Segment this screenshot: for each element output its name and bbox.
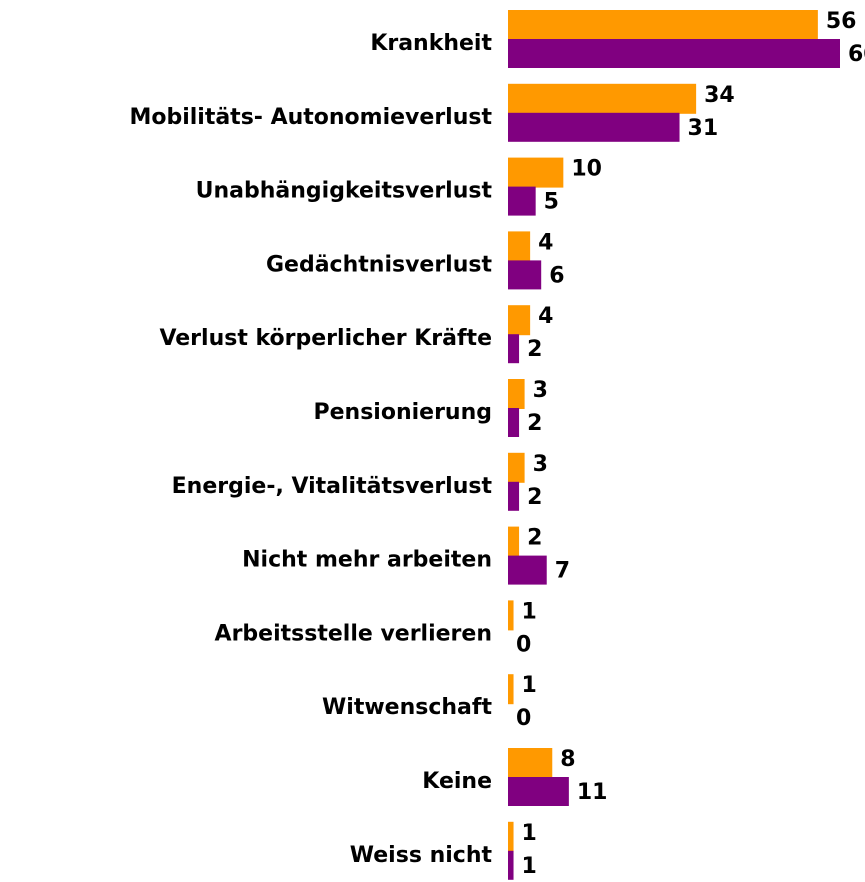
bar xyxy=(508,10,818,40)
value-label: 2 xyxy=(527,526,542,551)
value-label: 10 xyxy=(571,157,602,182)
category-label: Nicht mehr arbeiten xyxy=(242,548,492,573)
value-label: 1 xyxy=(522,821,537,846)
bar xyxy=(508,481,520,511)
bar xyxy=(508,231,531,262)
value-label: 4 xyxy=(538,304,553,329)
category-label: Keine xyxy=(422,769,492,794)
value-label: 2 xyxy=(527,411,542,436)
bar xyxy=(508,305,531,336)
bar xyxy=(508,674,514,705)
bar xyxy=(508,157,564,188)
value-label: 8 xyxy=(560,747,575,772)
value-label: 56 xyxy=(826,9,857,34)
bar xyxy=(508,83,697,114)
bar xyxy=(508,452,525,483)
bar xyxy=(508,112,680,142)
bar xyxy=(508,555,547,585)
value-label: 5 xyxy=(544,190,559,215)
bar xyxy=(508,334,520,364)
value-label: 2 xyxy=(527,337,542,362)
value-label: 2 xyxy=(527,485,542,510)
bar xyxy=(508,777,569,806)
bar xyxy=(508,379,525,409)
bar xyxy=(508,850,514,880)
bar xyxy=(508,186,536,216)
category-label: Krankheit xyxy=(370,31,492,56)
value-label: 11 xyxy=(577,780,608,805)
category-label: Energie-, Vitalitätsverlust xyxy=(172,474,493,499)
value-label: 1 xyxy=(522,854,537,879)
value-label: 1 xyxy=(522,673,537,698)
value-label: 6 xyxy=(549,263,564,288)
bar xyxy=(508,748,553,778)
bar xyxy=(508,600,514,631)
category-label: Weiss nicht xyxy=(350,843,493,868)
value-label: 3 xyxy=(533,452,548,477)
category-label: Pensionierung xyxy=(313,400,492,425)
bar xyxy=(508,821,514,852)
category-label: Mobilitäts- Autonomieverlust xyxy=(129,105,492,130)
bar xyxy=(508,260,542,290)
value-label: 34 xyxy=(704,83,735,108)
value-label: 0 xyxy=(516,706,531,731)
category-label: Gedächtnisverlust xyxy=(266,252,492,277)
category-label: Witwenschaft xyxy=(322,695,492,720)
category-label: Unabhängigkeitsverlust xyxy=(196,179,493,204)
bar xyxy=(508,408,520,437)
category-label: Arbeitsstelle verlieren xyxy=(215,621,492,646)
value-label: 1 xyxy=(522,599,537,624)
value-label: 60 xyxy=(848,42,865,67)
value-label: 0 xyxy=(516,632,531,657)
bar xyxy=(508,39,840,68)
value-label: 4 xyxy=(538,230,553,255)
value-label: 31 xyxy=(688,116,719,141)
category-label: Verlust körperlicher Kräfte xyxy=(159,326,492,351)
value-label: 3 xyxy=(533,378,548,403)
bar xyxy=(508,526,520,557)
value-label: 7 xyxy=(555,559,570,584)
